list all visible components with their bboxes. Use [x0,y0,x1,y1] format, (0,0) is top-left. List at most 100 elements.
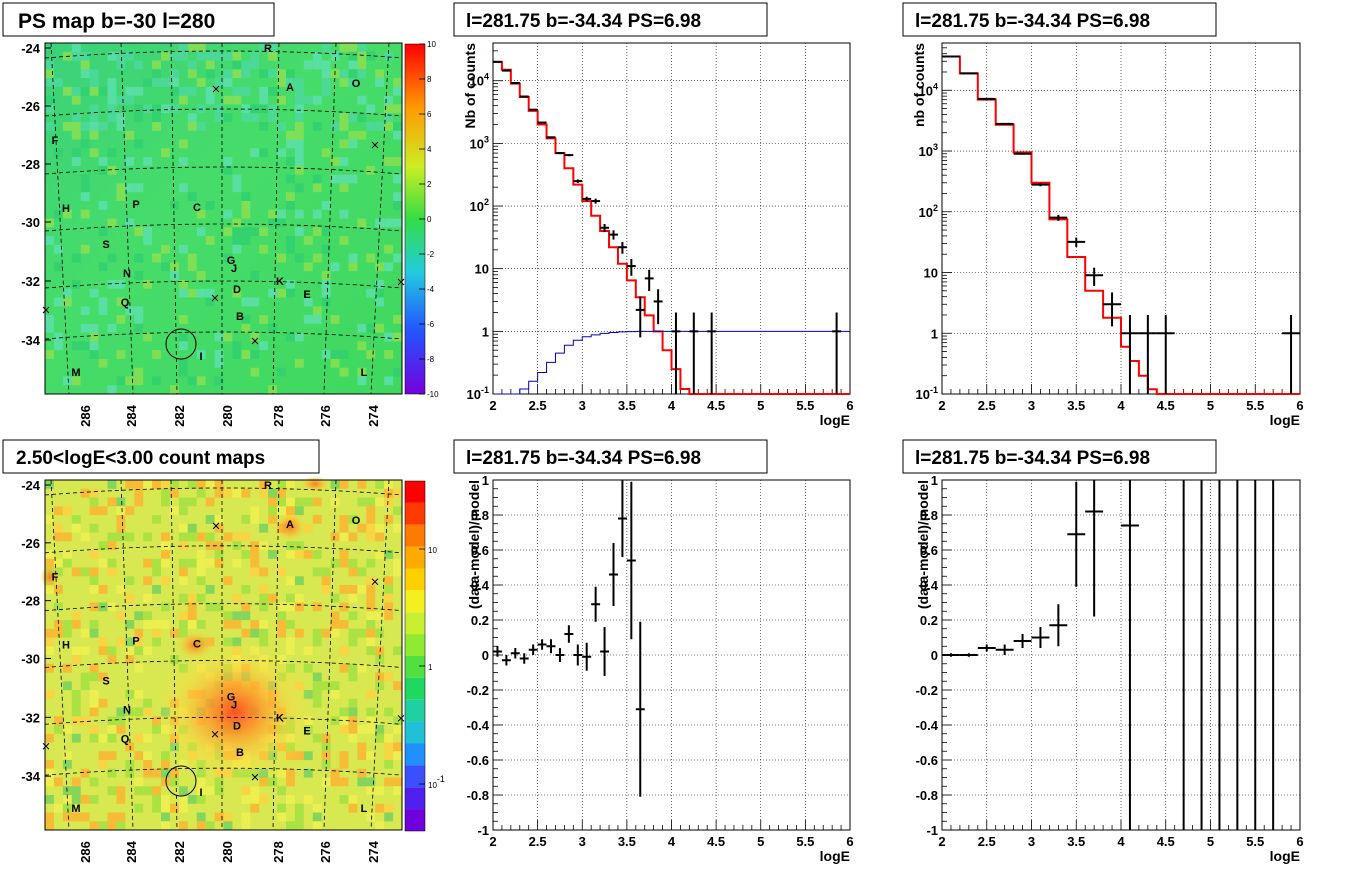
specL-xlabel: logE [820,412,850,428]
source-label-O: O [352,78,361,90]
y-tick-label: 1 [482,473,489,488]
map-y-tick-label: -28 [21,157,40,172]
source-label-Q: Q [121,733,130,745]
y-tick-label: 103 [470,134,489,151]
specL-ylabel: Nb of counts [462,43,478,129]
count-map-target-circle [165,765,197,797]
panel-ps-map: PS map b=-30 l=280 10 8 6 4 2 0 -2 -4 -6 -8 -10 28… [2,2,439,427]
map-x-tick-label: 282 [172,841,187,863]
y-tick-label: -0.4 [467,718,490,733]
count-map-title-box [2,439,320,474]
ps-palette-tick-label: -10 [427,390,439,399]
source-label-N: N [123,704,131,716]
x-tick-label: 4.5 [707,398,725,413]
x-tick-label: 6 [846,834,853,849]
count-map-crosses [42,522,405,781]
resL-ylabel: (data-model)/model [466,480,482,609]
x-tick-label: 2 [489,834,496,849]
x-tick-label: 5 [1207,398,1214,413]
source-label-K: K [276,712,284,724]
y-tick-label: 0.2 [471,613,489,628]
ps-palette-tick-label: 10 [427,40,436,49]
ps-palette-tick-label: -8 [427,355,435,364]
x-tick-label: 5.5 [1246,834,1264,849]
y-tick-label: 103 [919,142,938,159]
count-map-y-ticks: -24 -26 -28 -30 -32 -34 [21,478,51,784]
source-label-C: C [193,202,201,214]
x-tick-label: 3.5 [1067,398,1085,413]
x-tick-label: 3.5 [618,834,636,849]
y-tick-label: -0.6 [467,753,489,768]
source-label-C: C [193,639,201,651]
x-tick-label: 5 [757,834,764,849]
x-tick-label: 3 [579,398,586,413]
source-label-L: L [361,803,368,815]
source-label-G: G [227,691,236,703]
x-tick-label: 6 [846,398,853,413]
ps-map-title-box [2,2,275,37]
y-tick-label: 1 [482,324,489,339]
map-x-tick-label: 284 [124,404,139,426]
source-label-J: J [231,699,237,711]
count-map-palette [404,480,426,832]
ps-palette-tick-label: 0 [427,215,432,224]
x-tick-label: 4.5 [1157,834,1175,849]
x-tick-label: 5 [757,398,764,413]
x-tick-label: 3 [579,834,586,849]
specL-series-0 [493,60,850,395]
x-tick-label: 3.5 [618,398,636,413]
count-map-title: 2.50<logE<3.00 count maps [16,448,265,469]
map-y-tick-label: -34 [21,333,41,348]
resR-x-tick-labels: 2 2.5 3 3.5 4 4.5 5 5.5 6 [938,834,1303,849]
ps-palette-tick-label: -2 [427,250,435,259]
y-tick-label: -0.4 [916,718,939,733]
background-histogram [493,330,850,395]
x-tick-label: 4 [1117,834,1125,849]
resR-y-tick-labels: -1 -0.8 -0.6 -0.4 -0.2 0 0.2 0.4 0.6 0.8 1 [916,473,939,838]
map-x-tick-label: 278 [271,841,286,863]
x-tick-label: 5.5 [1246,398,1264,413]
map-y-tick-label: -32 [21,274,40,289]
source-label-E: E [303,289,310,301]
resid-left-title: l=281.75 b=-34.34 PS=6.98 [466,448,701,469]
ps-map-title: PS map b=-30 l=280 [18,10,215,33]
map-x-tick-label: 286 [78,405,93,427]
y-tick-label: -0.2 [916,683,938,698]
map-x-tick-label: 286 [78,841,93,863]
x-tick-label: 2.5 [529,834,547,849]
ps-palette-tick-label: -6 [427,320,435,329]
y-tick-label: -0.8 [916,788,938,803]
resid-right-title: l=281.75 b=-34.34 PS=6.98 [915,448,1150,469]
ps-map-grid [44,42,403,395]
x-tick-label: 3.5 [1067,834,1085,849]
spec-right-title: l=281.75 b=-34.34 PS=6.98 [915,11,1150,32]
y-tick-label: 102 [470,197,489,214]
specR-x-tick-labels: 2 2.5 3 3.5 4 4.5 5 5.5 6 [938,398,1303,413]
x-tick-label: 4 [668,834,676,849]
map-y-tick-label: -34 [21,769,41,784]
map-x-tick-label: 278 [271,405,286,427]
y-tick-label: 0.2 [920,613,938,628]
map-x-tick-label: 282 [172,405,187,427]
specR-series-0 [942,55,1300,395]
map-y-tick-label: -24 [21,478,41,493]
count-palette-tick-label: 1 [428,663,433,672]
map-y-tick-label: -26 [21,536,40,551]
x-tick-label: 6 [1296,834,1303,849]
ps-map-crosses [42,85,405,345]
source-label-O: O [352,515,361,527]
source-label-I: I [199,351,202,363]
y-tick-label: 10-1 [467,385,489,402]
ps-palette-tick-label: 8 [427,75,432,84]
ps-palette-tick-label: -4 [427,285,435,294]
y-tick-label: 10 [924,266,938,281]
resL-y-tick-labels: -1 -0.8 -0.6 -0.4 -0.2 0 0.2 0.4 0.6 0.8 1 [467,473,490,838]
source-label-A: A [286,82,294,94]
y-tick-label: 0.6 [920,543,938,558]
map-x-tick-label: 284 [124,840,139,862]
x-tick-label: 5.5 [796,834,814,849]
x-tick-label: 2 [489,398,496,413]
source-label-K: K [276,276,284,288]
